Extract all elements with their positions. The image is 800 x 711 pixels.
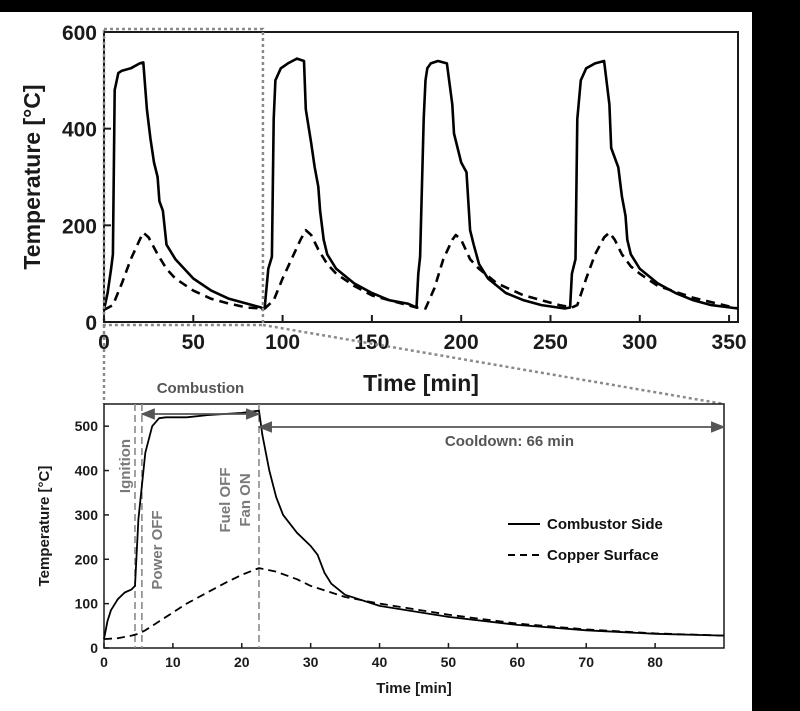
overview-series-solid xyxy=(102,57,739,312)
overview-x-axis-label: Time [min] xyxy=(363,370,479,396)
zoom-ticks: 0 10 20 30 40 50 60 70 80 0 100 200 300 400 500 xyxy=(75,418,663,670)
overview-x-tick-label: 300 xyxy=(622,331,657,354)
zoom-x-tick-label: 50 xyxy=(441,654,457,670)
ignition-label: Ignition xyxy=(117,439,134,493)
overview-y-axis-label: Temperature [°C] xyxy=(19,84,45,269)
zoom-y-axis-label: Temperature [°C] xyxy=(36,466,53,587)
zoom-plot-frame xyxy=(103,403,725,649)
event-lines xyxy=(134,404,260,648)
right-black-border xyxy=(752,0,800,711)
zoom-x-tick-label: 0 xyxy=(100,654,108,670)
fan-on-label: Fan ON xyxy=(237,473,254,526)
legend-label-combustor: Combustor Side xyxy=(547,516,663,533)
zoom-y-tick-label: 0 xyxy=(90,640,98,656)
overview-x-tick-label: 0 xyxy=(98,331,110,354)
zoom-x-tick-label: 30 xyxy=(303,654,319,670)
overview-y-tick-label: 200 xyxy=(62,215,97,238)
overview-ticks: 0501001502002503003500200400600 xyxy=(62,22,747,354)
overview-x-tick-label: 100 xyxy=(265,331,300,354)
overview-y-tick-label: 0 xyxy=(85,312,97,335)
cooldown-label: Cooldown: 66 min xyxy=(445,433,574,450)
zoom-x-axis-label: Time [min] xyxy=(376,680,452,697)
zoom-x-tick-label: 40 xyxy=(372,654,388,670)
zoom-region-box xyxy=(102,27,265,327)
zoom-x-tick-label: 70 xyxy=(578,654,594,670)
zoom-x-tick-label: 10 xyxy=(165,654,181,670)
overview-panel: 0501001502002503003500200400600 Time [mi… xyxy=(19,22,747,396)
legend-label-copper: Copper Surface xyxy=(547,547,659,564)
power-off-label: Power OFF xyxy=(149,510,166,589)
zoom-panel: 0 10 20 30 40 50 60 70 80 0 100 200 300 400 500 Combus… xyxy=(36,380,726,697)
legend: Combustor Side Copper Surface xyxy=(508,516,663,564)
chart-canvas: 0501001502002503003500200400600 Time [mi… xyxy=(19,22,747,697)
top-black-border xyxy=(0,0,752,12)
overview-x-tick-label: 200 xyxy=(444,331,479,354)
zoom-y-tick-label: 300 xyxy=(75,507,99,523)
phase-arrows xyxy=(140,408,726,433)
zoom-x-tick-label: 20 xyxy=(234,654,250,670)
zoom-series-dashed xyxy=(103,567,725,640)
overview-plot-frame xyxy=(103,31,739,323)
overview-x-tick-label: 250 xyxy=(533,331,568,354)
fuel-off-label: Fuel OFF xyxy=(217,468,234,533)
zoom-y-tick-label: 100 xyxy=(75,596,99,612)
zoom-y-tick-label: 400 xyxy=(75,463,99,479)
overview-x-tick-label: 350 xyxy=(712,331,747,354)
zoom-y-tick-label: 500 xyxy=(75,418,99,434)
combustion-label: Combustion xyxy=(157,380,245,397)
overview-series-dashed xyxy=(103,228,739,312)
zoom-y-tick-label: 200 xyxy=(75,551,99,567)
overview-y-tick-label: 600 xyxy=(62,22,97,45)
overview-y-tick-label: 400 xyxy=(62,119,97,142)
zoom-x-tick-label: 60 xyxy=(510,654,526,670)
overview-x-tick-label: 50 xyxy=(182,331,205,354)
overview-series xyxy=(102,57,739,312)
zoom-x-tick-label: 80 xyxy=(647,654,663,670)
